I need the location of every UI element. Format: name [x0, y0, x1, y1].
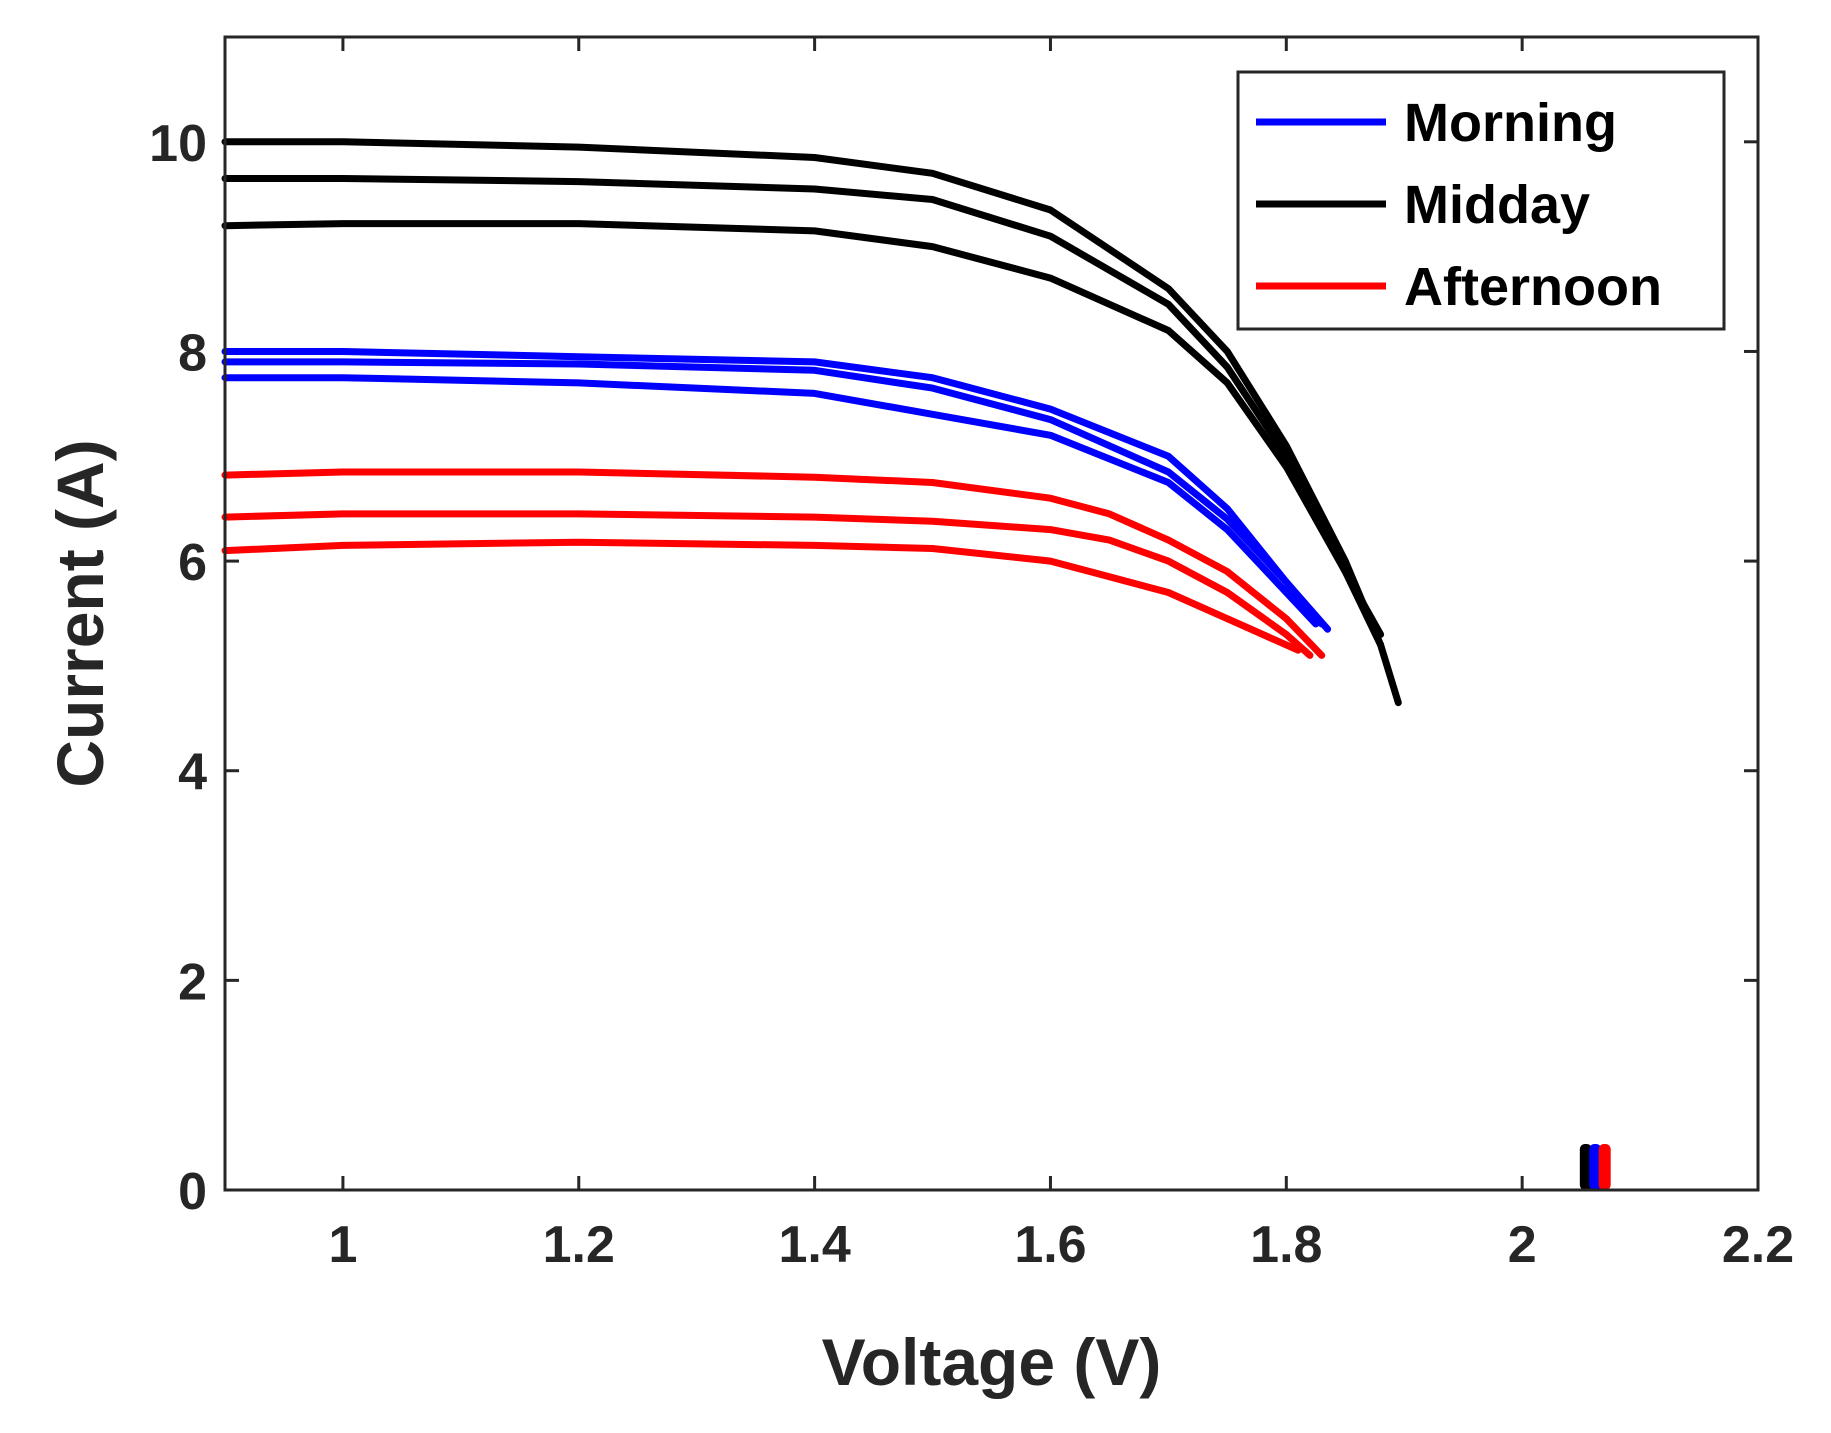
y-tick-label-4: 8 [178, 324, 207, 382]
y-tick-label-0: 0 [178, 1163, 207, 1221]
x-tick-label-1: 1.2 [543, 1216, 615, 1274]
open-circuit-marker-afternoon [1598, 1144, 1611, 1190]
x-tick-label-6: 2.2 [1722, 1216, 1794, 1274]
legend-label-afternoon: Afternoon [1404, 257, 1662, 317]
markers-layer [1579, 1144, 1611, 1190]
x-tick-label-0: 1 [328, 1216, 357, 1274]
y-tick-label-2: 4 [178, 744, 207, 802]
x-tick-label-5: 2 [1508, 1216, 1537, 1274]
x-tick-labels: 1 1.2 1.4 1.6 1.8 2 2.2 [328, 1216, 1794, 1274]
legend-label-morning: Morning [1404, 93, 1617, 153]
series-midday-3 [221, 220, 1385, 638]
series-morning-1 [221, 348, 1332, 633]
open-circuit-marker-midday [1579, 1144, 1592, 1190]
open-circuit-marker-morning [1589, 1144, 1602, 1190]
y-tick-label-1: 2 [178, 953, 207, 1011]
x-tick-label-4: 1.8 [1250, 1216, 1322, 1274]
plot-frame [223, 35, 1760, 1192]
series-layer [221, 138, 1402, 707]
series-afternoon-2 [221, 510, 1314, 659]
series-morning-2 [221, 358, 1326, 628]
series-afternoon-1 [221, 468, 1326, 659]
y-tick-label-3: 6 [178, 534, 207, 592]
legend: Morning Midday Afternoon [1236, 70, 1726, 331]
x-tick-label-3: 1.6 [1014, 1216, 1086, 1274]
legend-label-midday: Midday [1404, 175, 1590, 235]
x-axis-label: Voltage (V) [822, 1325, 1162, 1399]
y-tick-label-5: 10 [149, 115, 207, 173]
x-tick-label-2: 1.4 [778, 1216, 850, 1274]
y-tick-labels: 0 2 4 6 8 10 [149, 115, 207, 1221]
series-afternoon-3 [221, 538, 1302, 654]
series-morning-3 [221, 374, 1320, 628]
y-axis-label: Current (A) [43, 439, 117, 787]
